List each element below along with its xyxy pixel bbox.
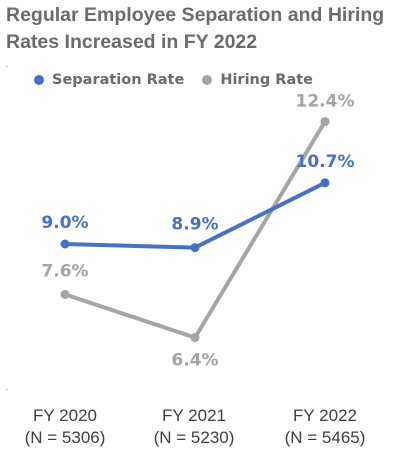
hiring-rate-point (60, 289, 70, 299)
separation-rate-point (190, 243, 200, 253)
hiring-rate-point (320, 117, 330, 127)
x-category-sublabel: (N = 5465) (284, 428, 366, 447)
left-tick-top (6, 66, 8, 67)
separation-rate-point (320, 178, 330, 188)
legend-label-separation: Separation Rate (52, 72, 185, 88)
separation-rate-data-label: 9.0% (41, 213, 88, 233)
x-category-label: FY 2020 (33, 406, 97, 425)
x-category-fy2020: FY 2020 (N = 5306) (0, 405, 130, 449)
legend-item-separation: Separation Rate (34, 72, 184, 88)
separation-rate-data-label: 8.9% (171, 215, 218, 235)
left-tick-bottom (6, 389, 8, 390)
chart-legend: Separation Rate Hiring Rate (34, 70, 331, 90)
x-category-sublabel: (N = 5306) (24, 428, 106, 447)
legend-marker-separation (34, 75, 44, 85)
x-category-label: FY 2022 (293, 406, 357, 425)
x-category-label: FY 2021 (162, 406, 226, 425)
x-category-sublabel: (N = 5230) (153, 428, 235, 447)
x-category-fy2022: FY 2022 (N = 5465) (260, 405, 390, 449)
legend-marker-hiring (202, 75, 213, 85)
separation-rate-data-label: 10.7% (296, 152, 355, 172)
x-category-fy2021: FY 2021 (N = 5230) (129, 405, 259, 449)
legend-item-hiring: Hiring Rate (202, 72, 313, 88)
separation-rate-point (60, 239, 70, 249)
hiring-rate-point (190, 333, 200, 343)
chart-title: Regular Employee Separation and Hiring R… (6, 4, 385, 53)
legend-label-hiring: Hiring Rate (220, 72, 314, 88)
hiring-rate-data-label: 6.4% (171, 351, 218, 371)
hiring-rate-data-label: 12.4% (296, 92, 355, 112)
hiring-rate-data-label: 7.6% (41, 261, 88, 281)
